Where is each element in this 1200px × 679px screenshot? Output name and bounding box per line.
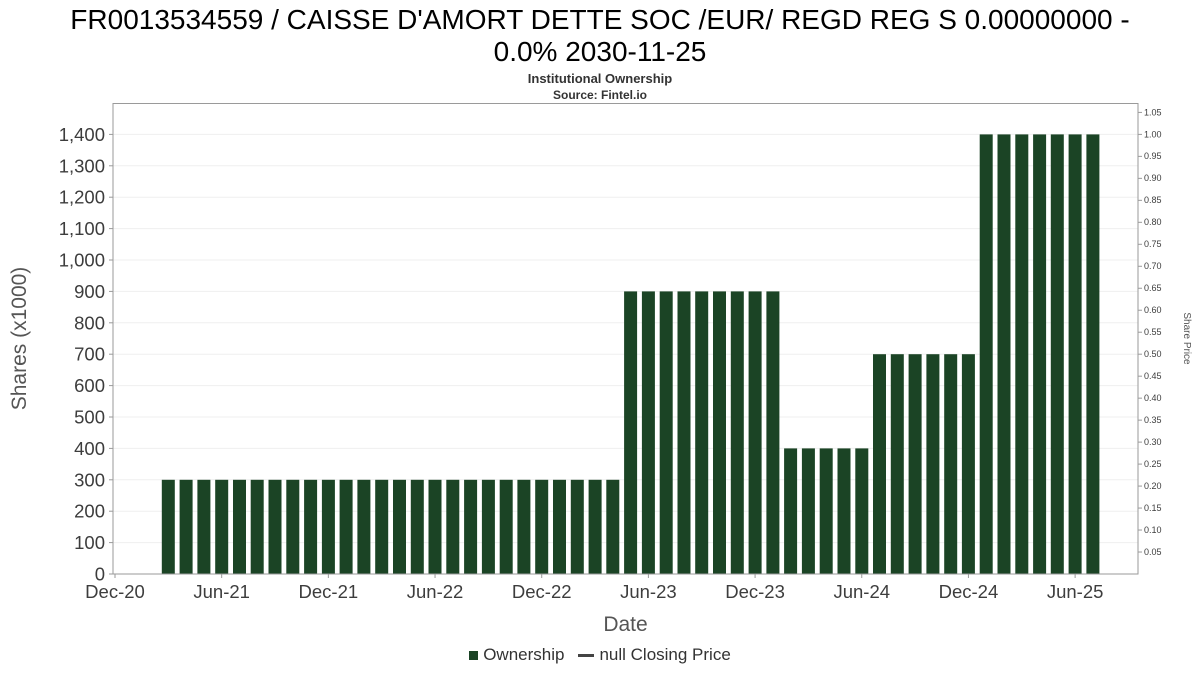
legend-item-ownership: Ownership	[469, 645, 564, 665]
chart-subtitle: Institutional Ownership	[527, 71, 673, 87]
svg-text:0.45: 0.45	[1144, 371, 1162, 381]
svg-text:0: 0	[95, 564, 105, 585]
svg-text:600: 600	[74, 375, 105, 396]
title-line-2: 0.0% 2030-11-25	[493, 36, 707, 68]
svg-text:Dec-22: Dec-22	[512, 581, 572, 602]
institutional-ownership-bar-chart: 0 100 200 300 400 500 600 700 800 900 1,000 1,100 1,…	[8, 103, 1192, 636]
legend-closing-price-label: null Closing Price	[599, 645, 731, 665]
svg-text:500: 500	[74, 407, 105, 428]
svg-text:0.50: 0.50	[1144, 349, 1162, 359]
svg-text:100: 100	[74, 532, 105, 553]
svg-text:Jun-25: Jun-25	[1047, 581, 1104, 602]
svg-text:0.65: 0.65	[1144, 284, 1162, 294]
svg-text:1,000: 1,000	[59, 250, 105, 271]
svg-text:0.75: 0.75	[1144, 240, 1162, 250]
svg-text:1.05: 1.05	[1144, 108, 1162, 118]
svg-text:0.70: 0.70	[1144, 262, 1162, 272]
svg-text:0.05: 0.05	[1144, 547, 1162, 557]
chart-legend: Ownership null Closing Price	[0, 645, 1200, 665]
svg-text:0.10: 0.10	[1144, 525, 1162, 535]
svg-text:1,400: 1,400	[59, 124, 105, 145]
svg-text:Dec-20: Dec-20	[85, 581, 145, 602]
svg-text:0.85: 0.85	[1144, 196, 1162, 206]
svg-text:Jun-23: Jun-23	[620, 581, 677, 602]
fintel-ownership-chart-page: FR0013534559 / CAISSE D'AMORT DETTE SOC …	[0, 4, 1200, 679]
svg-text:0.80: 0.80	[1144, 218, 1162, 228]
svg-text:400: 400	[74, 438, 105, 459]
svg-text:0.55: 0.55	[1144, 327, 1162, 337]
svg-text:Dec-21: Dec-21	[299, 581, 359, 602]
svg-text:1,200: 1,200	[59, 187, 105, 208]
svg-text:0.30: 0.30	[1144, 437, 1162, 447]
legend-ownership-label: Ownership	[483, 645, 565, 665]
svg-text:Jun-21: Jun-21	[193, 581, 250, 602]
svg-text:0.40: 0.40	[1144, 393, 1162, 403]
svg-text:1,300: 1,300	[59, 156, 105, 177]
svg-text:Date: Date	[603, 613, 647, 636]
svg-text:700: 700	[74, 344, 105, 365]
chart-source-label: Source: Fintel.io	[552, 88, 647, 103]
svg-text:1.00: 1.00	[1144, 130, 1162, 140]
legend-item-closing-price: null Closing Price	[578, 645, 731, 665]
svg-text:0.60: 0.60	[1144, 305, 1162, 315]
svg-text:Jun-22: Jun-22	[407, 581, 464, 602]
svg-text:Shares (x1000): Shares (x1000)	[8, 267, 31, 411]
svg-text:1,100: 1,100	[59, 218, 105, 239]
closing-price-line-icon	[578, 653, 595, 657]
svg-text:0.90: 0.90	[1144, 174, 1162, 184]
chart-area: 0 100 200 300 400 500 600 700 800 900 1,000 1,100 1,…	[0, 103, 1200, 643]
svg-text:Share Price: Share Price	[1181, 313, 1192, 366]
svg-text:0.95: 0.95	[1144, 152, 1162, 162]
svg-text:300: 300	[74, 470, 105, 491]
svg-text:0.20: 0.20	[1144, 481, 1162, 491]
svg-text:Jun-24: Jun-24	[833, 581, 890, 602]
svg-text:0.15: 0.15	[1144, 503, 1162, 513]
title-line-1: FR0013534559 / CAISSE D'AMORT DETTE SOC …	[70, 4, 1130, 35]
svg-text:Dec-23: Dec-23	[725, 581, 785, 602]
ownership-swatch-icon	[469, 650, 479, 660]
svg-text:800: 800	[74, 313, 105, 334]
svg-text:200: 200	[74, 501, 105, 522]
svg-text:0.25: 0.25	[1144, 459, 1162, 469]
svg-text:Dec-24: Dec-24	[939, 581, 999, 602]
svg-text:900: 900	[74, 281, 105, 302]
svg-text:0.35: 0.35	[1144, 415, 1162, 425]
page-title: FR0013534559 / CAISSE D'AMORT DETTE SOC …	[10, 4, 1190, 68]
